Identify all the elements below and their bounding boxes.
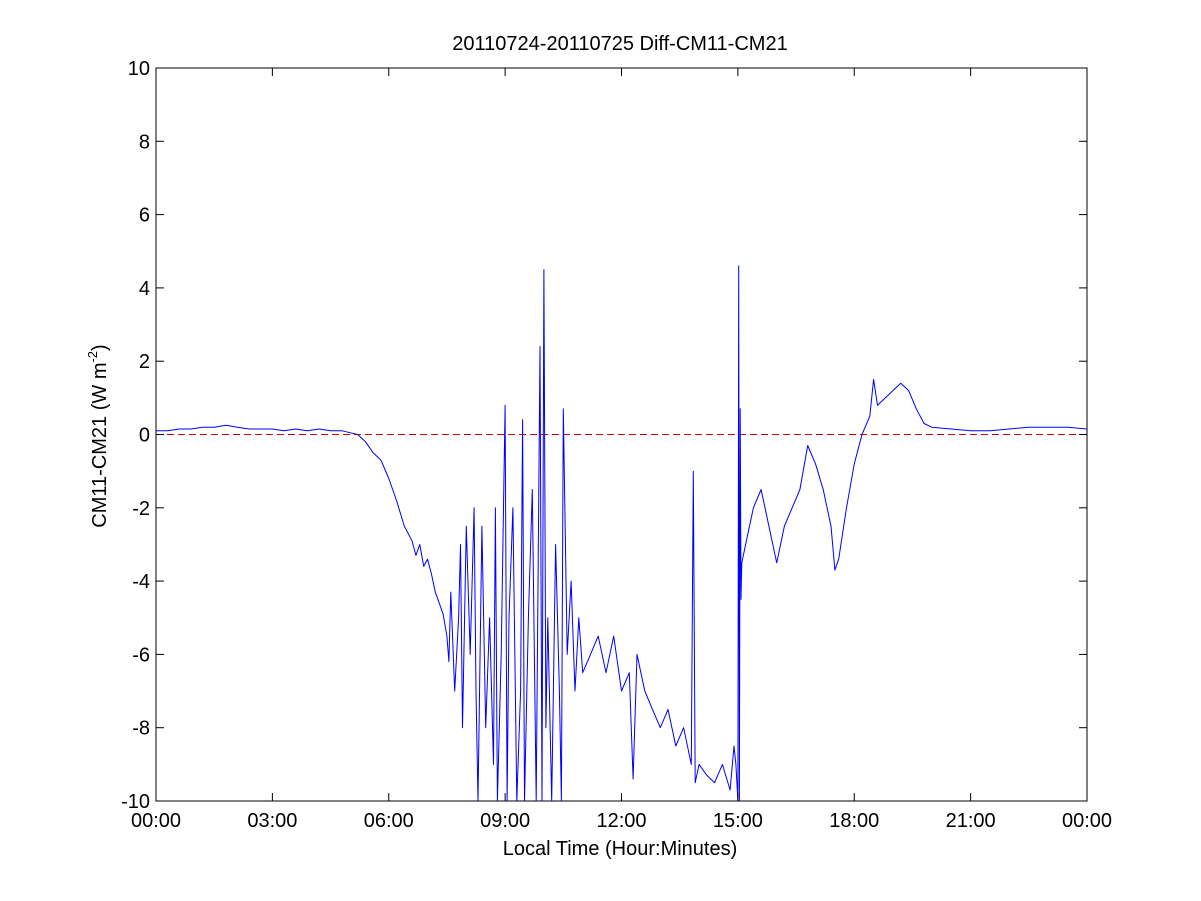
x-tick-label: 21:00	[946, 810, 996, 832]
y-tick-label: -10	[121, 791, 150, 813]
y-tick-label: 4	[139, 278, 150, 300]
x-tick-label: 18:00	[829, 810, 879, 832]
x-tick-label: 00:00	[131, 810, 181, 832]
y-tick-label: -2	[132, 498, 150, 520]
series-line-0	[156, 265, 1087, 801]
y-axis-label-end: )	[89, 344, 111, 351]
y-tick-label: 2	[139, 351, 150, 373]
x-tick-label: 03:00	[247, 810, 297, 832]
x-tick-label: 15:00	[713, 810, 763, 832]
y-tick-label: 0	[139, 425, 150, 447]
x-tick-label: 09:00	[480, 810, 530, 832]
y-tick-label: -8	[132, 718, 150, 740]
chart-title: 20110724-20110725 Diff-CM11-CM21	[452, 33, 787, 55]
x-axis-label: Local Time (Hour:Minutes)	[503, 838, 738, 860]
y-tick-label: 8	[139, 131, 150, 153]
y-tick-label: 10	[128, 58, 150, 80]
x-tick-label: 00:00	[1062, 810, 1112, 832]
x-tick-label: 06:00	[364, 810, 414, 832]
y-axis-label-sup: -2	[85, 351, 100, 363]
x-tick-label: 12:00	[596, 810, 646, 832]
y-axis-label-base: CM11-CM21 (W m	[89, 363, 111, 528]
y-tick-label: 6	[139, 205, 150, 227]
y-tick-label: -6	[132, 644, 150, 666]
y-tick-label: -4	[132, 571, 150, 593]
y-axis-label: CM11-CM21 (W m-2)	[85, 344, 111, 527]
